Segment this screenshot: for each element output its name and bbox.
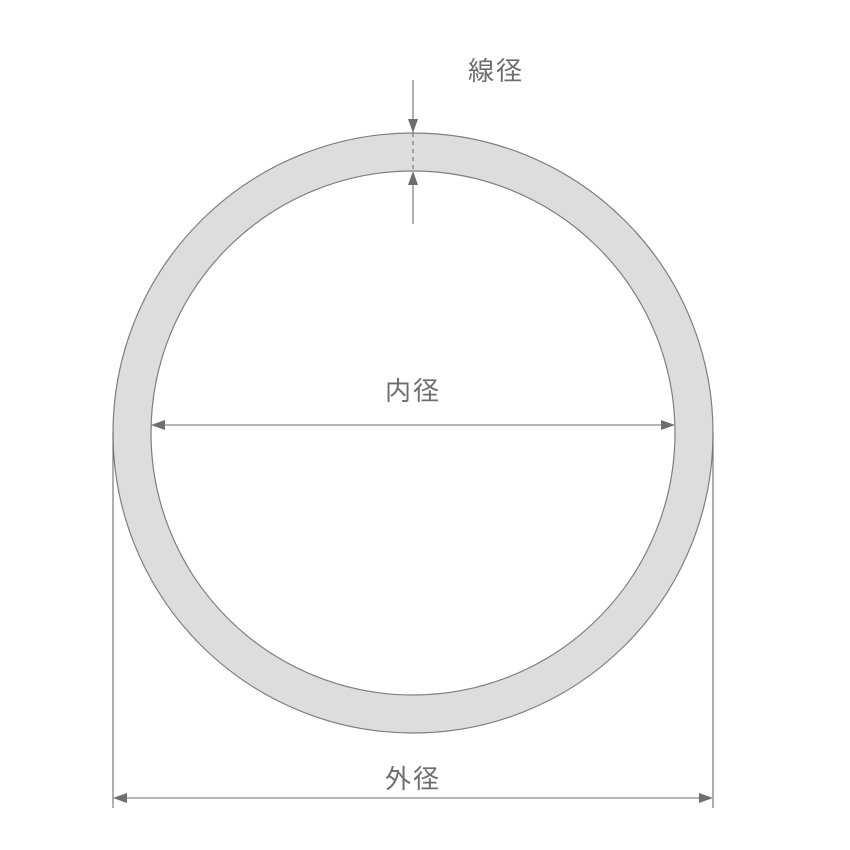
wire-diameter-label: 線径 <box>468 51 524 88</box>
outer-diameter-label: 外径 <box>385 759 441 796</box>
inner-diameter-label: 内径 <box>385 371 441 408</box>
oring-dimension-diagram: 内径 外径 線径 <box>0 0 850 850</box>
